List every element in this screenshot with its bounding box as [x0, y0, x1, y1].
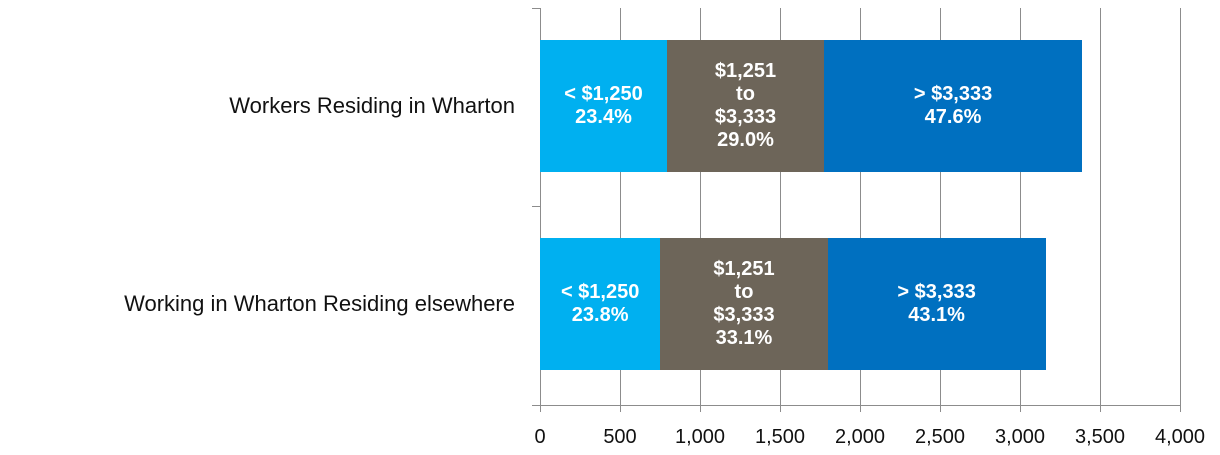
share-label: 33.1%: [715, 327, 773, 349]
x-tick-label: 0: [534, 426, 546, 448]
tick-mark: [540, 405, 541, 412]
data-label: < $1,250 23.4%: [564, 83, 642, 129]
x-tick-label: 1,000: [674, 426, 726, 448]
y-axis-line: [540, 8, 541, 405]
series-name: $1,251 to $3,333: [713, 258, 775, 326]
bar-segment: > $3,333 43.1%: [827, 238, 1046, 370]
tick-mark: [1180, 405, 1181, 412]
share-label: 43.1%: [908, 304, 965, 326]
tick-mark: [940, 405, 941, 412]
series-name: $1,251 to $3,333: [714, 60, 777, 128]
tick-mark: [1100, 405, 1101, 412]
x-tick-label: 4,000: [1154, 426, 1206, 448]
data-label: $1,251 to $3,333 33.1%: [703, 258, 785, 350]
category-separator: [532, 405, 540, 406]
grid-line: [940, 8, 941, 405]
tick-mark: [1020, 405, 1021, 412]
category-label: Workers Residing in Wharton: [229, 93, 515, 118]
x-tick-label: 2,000: [834, 426, 886, 448]
bar-segment: > $3,333 47.6%: [824, 40, 1083, 172]
share-label: 23.8%: [571, 304, 629, 326]
tick-mark: [780, 405, 781, 412]
grid-line: [700, 8, 701, 405]
bar-segment: < $1,250 23.8%: [540, 238, 661, 370]
category-separator: [532, 8, 540, 9]
tick-mark: [620, 405, 621, 412]
series-name: < $1,250: [564, 83, 643, 105]
share-label: 23.4%: [575, 106, 632, 128]
bar-segment: $1,251 to $3,333 29.0%: [667, 40, 824, 172]
share-label: 47.6%: [924, 106, 982, 128]
series-name: < $1,250: [560, 281, 640, 303]
tick-mark: [860, 405, 861, 412]
data-label: > $3,333 43.1%: [897, 281, 975, 327]
x-tick-label: 3,500: [1074, 426, 1126, 448]
category-label: Working in Wharton Residing elsewhere: [124, 291, 515, 316]
x-tick-label: 3,000: [994, 426, 1046, 448]
x-tick-label: 1,500: [754, 426, 806, 448]
grid-line: [620, 8, 621, 405]
bar-segment: $1,251 to $3,333 33.1%: [660, 238, 828, 370]
grid-line: [860, 8, 861, 405]
x-tick-label: 2,500: [914, 426, 966, 448]
x-tick-label: 500: [603, 426, 637, 448]
share-label: 29.0%: [717, 129, 774, 151]
grid-line: [1100, 8, 1101, 405]
data-label: > $3,333 47.6%: [914, 83, 992, 129]
grid-line: [780, 8, 781, 405]
bar-segment: < $1,250 23.4%: [540, 40, 668, 172]
series-name: > $3,333: [913, 83, 993, 105]
tick-mark: [700, 405, 701, 412]
series-name: > $3,333: [897, 281, 976, 303]
data-label: < $1,250 23.8%: [561, 281, 639, 327]
grid-line: [1180, 8, 1181, 405]
data-label: $1,251 to $3,333 29.0%: [705, 60, 787, 152]
grid-line: [1020, 8, 1021, 405]
category-separator: [532, 206, 540, 207]
